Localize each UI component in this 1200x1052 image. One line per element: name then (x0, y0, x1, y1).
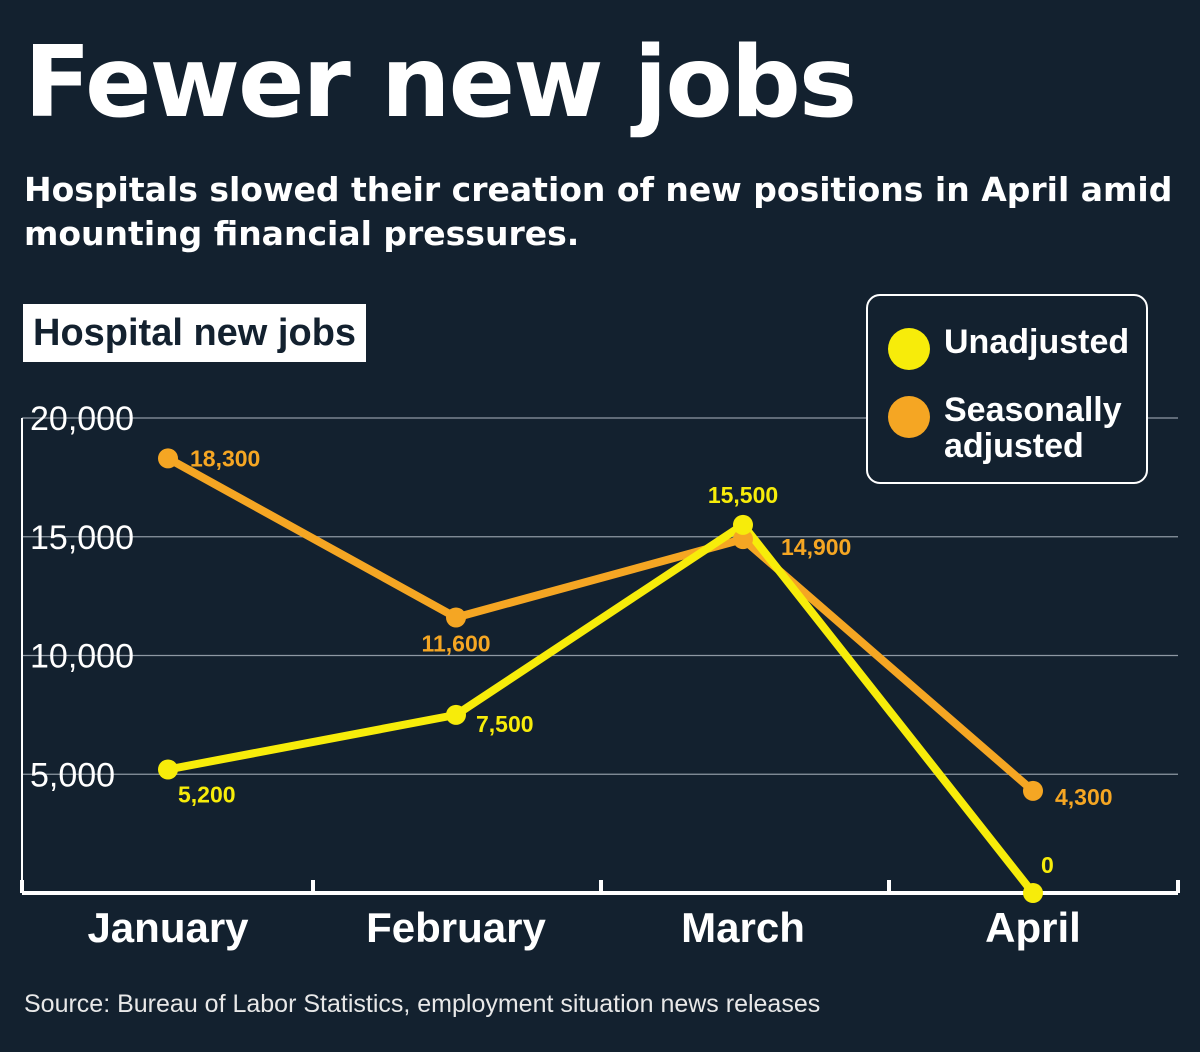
legend-item-unadjusted: Unadjusted (888, 324, 1134, 370)
legend-label-unadjusted: Unadjusted (944, 323, 1130, 361)
x-tick-label: February (366, 904, 546, 951)
data-point-seasonally-adjusted (733, 529, 753, 550)
data-label-seasonally-adjusted: 18,300 (190, 445, 260, 471)
source-note: Source: Bureau of Labor Statistics, empl… (24, 990, 821, 1018)
data-point-seasonally-adjusted (446, 607, 466, 628)
chart-title: Fewer new jobs (24, 26, 857, 140)
data-label-unadjusted: 15,500 (708, 482, 778, 508)
y-tick-label: 15,000 (30, 519, 134, 557)
series-line-seasonally-adjusted (164, 454, 1037, 795)
y-tick-label: 5,000 (30, 756, 115, 794)
data-label-unadjusted: 5,200 (178, 782, 236, 808)
series-line-unadjusted (164, 520, 1037, 897)
data-label-seasonally-adjusted: 14,900 (781, 534, 851, 560)
data-point-seasonally-adjusted (158, 448, 178, 469)
legend-dot-unadjusted (888, 328, 930, 370)
data-label-unadjusted: 0 (1041, 852, 1054, 878)
data-point-unadjusted (446, 704, 466, 725)
data-label-seasonally-adjusted: 4,300 (1055, 784, 1113, 810)
x-tick-label: March (681, 904, 805, 951)
panel-label: Hospital new jobs (23, 304, 367, 362)
legend: Unadjusted Seasonally adjusted (866, 294, 1148, 484)
y-tick-label: 10,000 (30, 638, 134, 676)
data-point-unadjusted (1023, 883, 1043, 903)
chart-subtitle: Hospitals slowed their creation of new p… (24, 170, 1173, 253)
x-tick-label: April (985, 904, 1081, 951)
y-tick-label: 20,000 (30, 400, 134, 438)
data-point-unadjusted (733, 514, 753, 535)
data-point-unadjusted (158, 759, 178, 780)
data-point-seasonally-adjusted (1023, 780, 1043, 801)
data-label-seasonally-adjusted: 11,600 (421, 631, 490, 657)
data-label-unadjusted: 7,500 (476, 711, 534, 737)
legend-dot-seasonally-adjusted (888, 396, 930, 438)
legend-label-seasonally-adjusted: Seasonally adjusted (944, 391, 1122, 465)
x-tick-label: January (87, 904, 249, 951)
legend-item-seasonally-adjusted: Seasonally adjusted (888, 392, 1134, 464)
